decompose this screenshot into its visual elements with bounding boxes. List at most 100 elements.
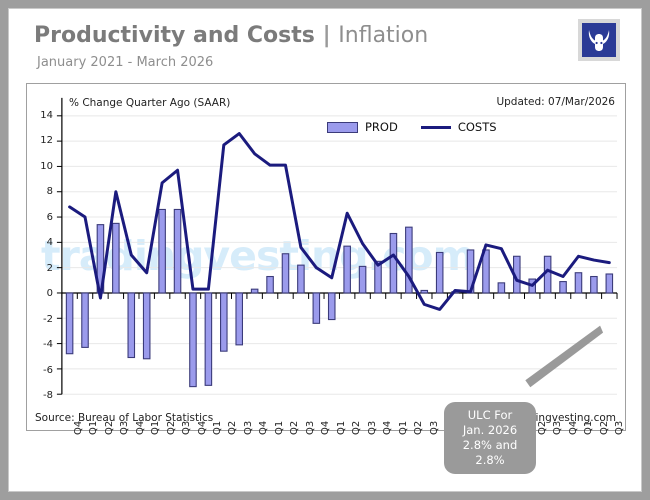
x-axis-tick-label: Q1 [273,420,285,435]
bar [435,251,444,294]
x-axis-tick-label: Q4 [72,420,84,435]
bar [374,260,382,294]
x-axis-tick-label: Q4 [258,420,270,435]
x-axis-tick-label: Q2 [227,420,239,435]
bar [605,273,614,294]
bar [405,226,413,294]
bar [389,232,398,294]
x-axis-tick-label: Q1 [88,420,100,435]
bar [142,292,151,360]
bar [204,292,213,386]
page-subtitle: January 2021 - March 2026 [37,55,214,70]
chart-header: Productivity and Costs | Inflation Janua… [9,9,643,73]
y-axis-tick-label: 8 [46,186,53,198]
source-label: Source: Bureau of Labor Statistics [35,412,214,424]
callout-line-3: 2.8% and [462,438,518,452]
x-axis-tick-label: Q2 [165,420,177,435]
chart-legend: PROD COSTS [327,120,497,134]
y-axis-tick-label: 2 [46,262,53,274]
bar [281,253,290,294]
bar [358,265,367,294]
updated-label: Updated: 07/Mar/2026 [496,96,615,108]
bull-head-icon [588,30,610,51]
logo-inner [582,23,616,57]
bar [250,288,259,294]
bar [497,282,506,294]
bar [327,292,336,321]
y-axis-tick-label: 0 [46,288,53,300]
legend-swatch-prod [327,121,358,133]
chart-panel: tradingvesting.com % Change Quarter Ago … [26,83,626,474]
x-axis-tick-label: Q3 [242,420,254,435]
title-main: Productivity and Costs [34,23,315,48]
x-axis-tick-label: Q4 [134,420,146,435]
costs-line [68,132,611,311]
bar [127,292,136,359]
x-axis-tick-label: Q4 [196,420,208,435]
bar [590,275,598,294]
legend-swatch-costs [420,125,451,129]
legend-label-prod: PROD [365,120,398,134]
bull-head-logo [578,19,620,61]
y-axis-tick-label: -8 [43,390,53,401]
bar [220,292,228,352]
y-axis-tick-label: 12 [40,135,53,147]
x-axis-tick-label: Q4 [382,420,394,435]
x-axis-tick-label: Q3 [119,420,131,435]
x-axis-tick-label: Q3 [304,420,316,435]
y-axis-tick-label: 14 [40,110,53,121]
bar [559,281,567,294]
bar [574,272,583,294]
title-separator: | [322,23,331,48]
x-axis-tick-label: Q3 [614,420,626,435]
bar [543,255,552,294]
x-axis-tick-label: Q2 [103,420,115,435]
bar [312,292,321,324]
title-light: Inflation [338,23,429,48]
y-axis-tick-label: -4 [43,339,53,351]
x-axis-tick-label: Q3 [428,420,440,435]
x-axis-tick-label: Q1 [150,420,162,435]
callout-line-1: ULC For [467,408,513,422]
x-axis-tick-label: Q4 [567,420,579,435]
bar [235,292,244,346]
x-axis-tick-label: Q2 [351,420,363,435]
callout-line-4: 2.8% [475,453,505,467]
chart-frame: Productivity and Costs | Inflation Janua… [8,8,642,492]
x-axis-tick-label: Q1 [583,420,595,435]
y-axis-tick-label: -6 [43,364,53,376]
callout-line-2: Jan. 2026 [462,423,518,437]
bar [482,249,490,294]
callout-pointer [525,325,604,388]
bar [65,292,74,355]
y-axis-tick-label: 4 [46,237,53,249]
x-axis-tick-label: Q1 [335,420,347,435]
x-axis-tick-label: Q2 [289,420,301,435]
x-axis-tick-label: Q1 [211,420,223,435]
bar [420,289,429,294]
x-axis-tick-label: Q2 [536,420,548,435]
bar [173,208,182,294]
bar [189,292,197,388]
legend-label-costs: COSTS [457,120,497,134]
plot-area [56,97,618,395]
x-axis-tick-label: Q4 [320,420,332,435]
bar [112,222,120,294]
bar [266,275,274,294]
x-axis-tick-label: Q2 [413,420,425,435]
bar [343,245,351,294]
x-axis-tick-label: Q3 [181,420,193,435]
page-title: Productivity and Costs | Inflation [34,23,428,48]
x-axis-tick-label: Q1 [397,420,409,435]
y-axis-tick-label: 10 [40,160,53,172]
bar [158,208,166,294]
x-axis-tick-label: Q3 [552,420,564,435]
axis-note: % Change Quarter Ago (SAAR) [69,97,231,109]
x-axis-labels: Q4 Q1 Q2 Q3 Q4 Q1 Q2 Q3 Q4 Q1 Q2 Q3 Q4 Q1 Q2 Q3 Q4 Q1 Q2 Q3… [26,421,626,491]
bar [297,264,305,294]
x-axis-tick-label: Q2 [598,420,610,435]
y-axis-tick-label: 6 [46,211,53,223]
x-axis-tick-label: Q3 [366,420,378,435]
y-axis-tick-label: -2 [43,313,53,325]
bar [81,292,89,348]
